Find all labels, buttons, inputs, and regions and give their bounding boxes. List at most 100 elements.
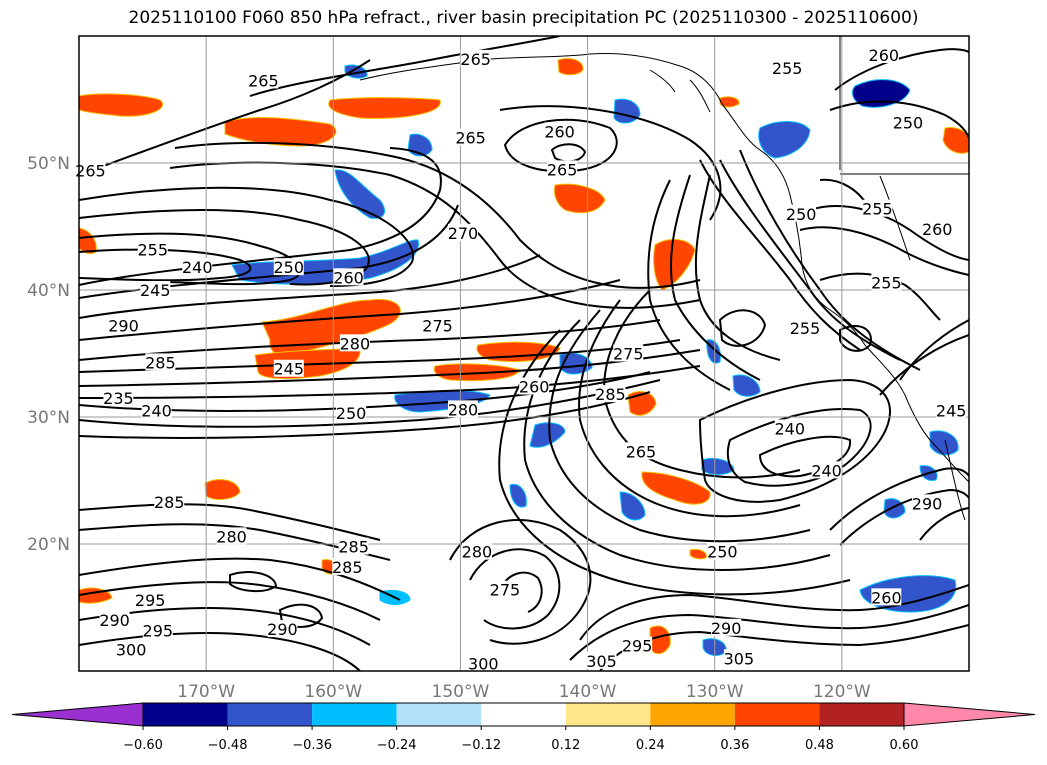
contour-label: 250 <box>336 404 367 423</box>
contour-label: 290 <box>267 620 298 639</box>
contour-label-text: 280 <box>216 527 247 546</box>
colorbar-tick-label: −0.36 <box>292 738 332 753</box>
contour-label-text: 250 <box>707 543 738 562</box>
contour-label-bg <box>333 268 364 286</box>
contour-label: 245 <box>936 401 967 421</box>
contour-label-text: 305 <box>724 649 755 668</box>
contour-label-bg <box>461 542 492 560</box>
lat-tick-label: 30°N <box>27 408 70 428</box>
contour-label-text: 240 <box>774 419 805 438</box>
contour-label-bg <box>248 71 279 89</box>
contour-label-text: 265 <box>626 442 657 461</box>
colorbar-segment <box>143 703 228 726</box>
contour-label-bg <box>447 223 478 241</box>
contour-label: 285 <box>595 385 626 404</box>
contour-label-text: 280 <box>340 334 371 353</box>
contour-label-bg <box>519 377 550 395</box>
contour-label-bg <box>595 385 626 403</box>
contour-label-bg <box>868 46 899 64</box>
contour-label-bg <box>547 160 578 178</box>
contour-label: 240 <box>811 461 842 480</box>
contour-label: 295 <box>142 621 174 640</box>
contour-label-text: 265 <box>460 50 491 69</box>
contour-label: 240 <box>182 258 213 277</box>
contour-label-text: 280 <box>448 400 479 419</box>
contour-label-bg <box>103 388 134 406</box>
contour-label: 265 <box>625 442 657 461</box>
longitude-tick-labels: 170°W 160°W 150°W 140°W 130°W 120°W <box>177 682 871 702</box>
colorbar-tick-label: −0.60 <box>123 738 163 753</box>
contour-label-text: 255 <box>862 200 893 219</box>
contour-label-text: 290 <box>108 317 139 336</box>
contour-label-text: 290 <box>267 620 298 639</box>
lat-tick-label: 40°N <box>27 281 70 301</box>
contour-label-text: 250 <box>274 258 305 277</box>
contour-label: 240 <box>141 401 172 421</box>
contour-label-bg <box>622 636 653 654</box>
contour-label: 255 <box>772 58 803 78</box>
contour-label: 295 <box>135 590 165 610</box>
contour-label-bg <box>789 319 820 337</box>
contour-label: 255 <box>871 273 902 292</box>
contour-label: 280 <box>461 542 492 562</box>
map-area <box>79 36 969 671</box>
contour-label: 285 <box>332 557 363 577</box>
contour-label: 265 <box>248 71 279 90</box>
contour-label-bg <box>273 359 304 377</box>
contour-label: 300 <box>468 654 499 673</box>
contour-label-bg <box>922 220 953 238</box>
contour-label-text: 255 <box>772 59 803 78</box>
colorbar-segment <box>650 703 735 726</box>
contour-label: 265 <box>75 161 106 181</box>
colorbar-tick-label: −0.12 <box>461 738 501 753</box>
positive-pc-shading <box>79 57 969 655</box>
contour-label-bg <box>772 58 803 76</box>
contour-label-text: 285 <box>154 493 185 512</box>
contour-label: 290 <box>99 611 130 630</box>
contour-label-text: 295 <box>622 637 653 656</box>
colorbar-segment <box>396 703 482 726</box>
contour-label-bg <box>862 199 893 217</box>
contour-label-text: 275 <box>490 581 521 600</box>
contour-label-bg <box>871 273 902 291</box>
contour-label-text: 260 <box>519 378 550 397</box>
contour-label: 235 <box>103 388 134 408</box>
contour-label-bg <box>460 49 491 67</box>
lat-tick-label: 50°N <box>27 154 70 174</box>
lon-tick-label: 150°W <box>432 682 490 702</box>
contour-label: 305 <box>724 649 755 668</box>
lon-tick-label: 170°W <box>177 682 235 702</box>
contour-label-text: 260 <box>922 220 953 239</box>
colorbar-tick-label: 0.24 <box>636 738 665 753</box>
contour-label: 280 <box>216 527 247 546</box>
contour-label-bg <box>182 258 213 276</box>
contour-label-bg <box>625 442 656 460</box>
contour-label-text: 240 <box>141 402 172 421</box>
contour-label-bg <box>544 122 575 140</box>
contour-label-bg <box>273 258 304 276</box>
colorbar: −0.60 −0.48 −0.36 −0.24 −0.12 0.12 0.24 0.36 0.4… <box>11 702 1036 753</box>
lon-tick-label: 140°W <box>559 682 617 702</box>
colorbar-segment <box>734 703 820 726</box>
contour-label: 260 <box>871 588 902 607</box>
latitude-tick-labels: 50°N 40°N 30°N 20°N <box>27 154 70 555</box>
contour-label-text: 250 <box>893 113 924 132</box>
contour-label-bg <box>116 640 147 658</box>
colorbar-extend-min <box>11 702 144 727</box>
contour-label-text: 300 <box>116 640 147 659</box>
contour-label: 295 <box>622 636 653 656</box>
contour-label: 285 <box>145 353 176 372</box>
contour-label: 250 <box>893 113 924 132</box>
contour-label: 260 <box>519 377 550 397</box>
contour-label-text: 260 <box>544 122 575 141</box>
contour-label: 270 <box>447 223 478 243</box>
contour-label: 290 <box>711 618 741 638</box>
contour-label-bg <box>336 404 367 422</box>
colorbar-segment <box>227 703 313 726</box>
contour-label: 260 <box>333 268 364 287</box>
contour-label-text: 285 <box>595 385 626 404</box>
contour-label-bg <box>216 527 247 545</box>
contour-label-text: 295 <box>143 621 174 640</box>
contour-label-bg <box>142 621 173 639</box>
contour-label-bg <box>936 401 967 419</box>
